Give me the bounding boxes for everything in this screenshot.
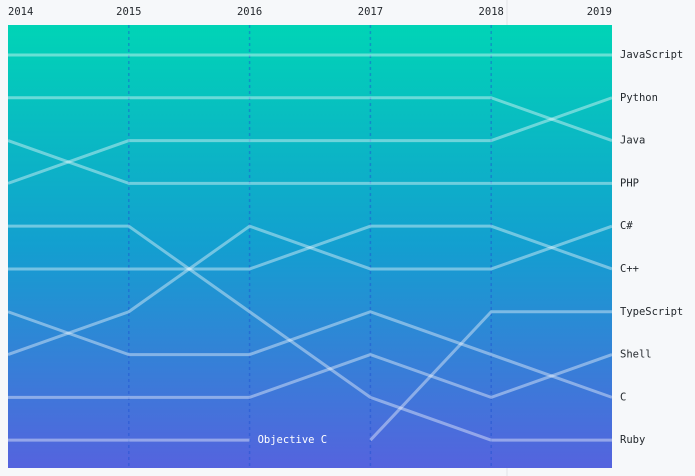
- series-line: [8, 353, 613, 399]
- series-label: PHP: [620, 177, 639, 189]
- x-tick-label: 2016: [237, 6, 262, 18]
- x-tick-label: 2017: [358, 6, 383, 18]
- series-label: JavaScript: [620, 49, 683, 61]
- series-line: [8, 224, 613, 271]
- series-label: Shell: [620, 349, 652, 361]
- series-label: Objective C: [258, 434, 328, 446]
- series-label: Java: [620, 135, 645, 147]
- series-label: Ruby: [620, 434, 645, 446]
- x-tick-label: 2015: [116, 6, 141, 18]
- series-line: [7, 139, 612, 185]
- series-line: [369, 310, 612, 442]
- series-label: C++: [620, 263, 639, 275]
- series-label: C#: [620, 220, 633, 232]
- series-line: [7, 224, 613, 356]
- series-line: [7, 96, 613, 185]
- series-label: Python: [620, 92, 658, 104]
- series-label: C: [620, 391, 626, 403]
- series-label: TypeScript: [620, 306, 683, 318]
- x-tick-label: 2014: [8, 6, 33, 18]
- series-line: [8, 96, 613, 142]
- x-tick-label: 2018: [479, 6, 504, 18]
- series-line: [8, 224, 612, 442]
- x-tick-label: 2019: [587, 6, 612, 18]
- plot-area: [8, 25, 612, 468]
- series-line: [7, 310, 613, 399]
